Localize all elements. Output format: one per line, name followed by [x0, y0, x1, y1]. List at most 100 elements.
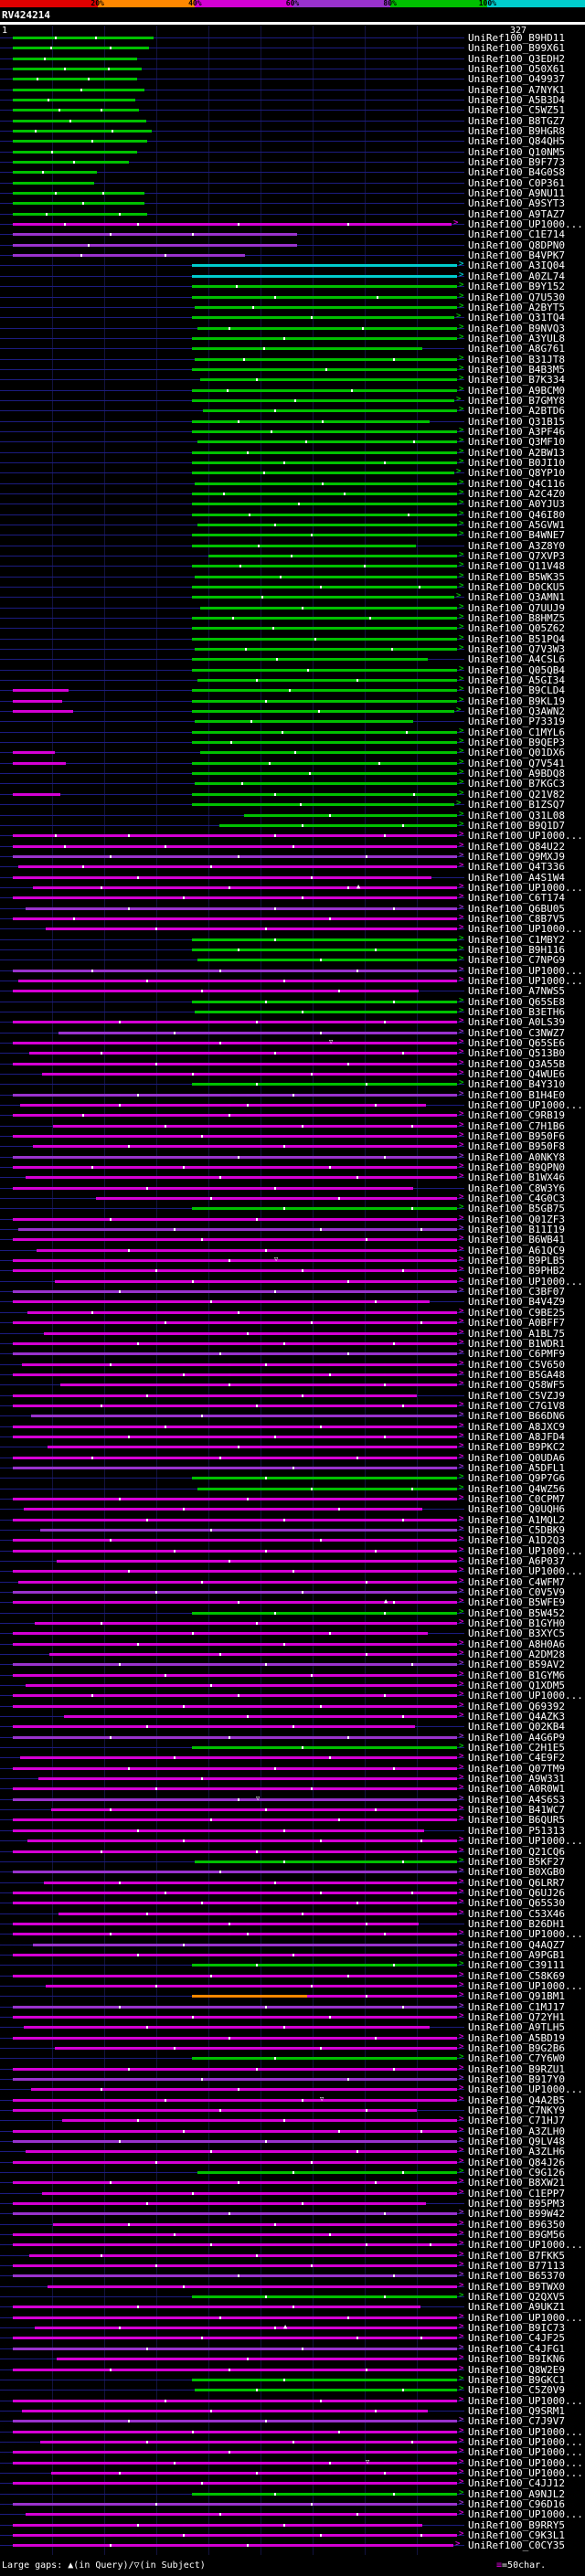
- gap-dot: [302, 1591, 303, 1594]
- gap-dot: [219, 1871, 221, 1874]
- hit-row: > UniRef100_B4WNE7: [0, 529, 585, 540]
- gridline: [156, 26, 157, 2555]
- hit-label: UniRef100_C4WFM7: [468, 1575, 565, 1588]
- gap-dot: [393, 1341, 395, 1345]
- hit-label: UniRef100_C7Y6W0: [468, 2052, 565, 2065]
- hit-row: > UniRef100_Q21CQ6: [0, 1845, 585, 1857]
- row-baseline: [0, 58, 464, 59]
- alignment-bar: [192, 565, 457, 568]
- hit-row: > UniRef100_B1GYM6: [0, 1670, 585, 1680]
- alignment-bar: [192, 2378, 457, 2381]
- alignment-bar: [22, 1362, 457, 1366]
- gap-dot: [146, 1912, 148, 1915]
- continuation-arrow-icon: >: [459, 2187, 464, 2197]
- hit-label: UniRef100_Q10NM5: [468, 145, 565, 158]
- gap-dot: [393, 1601, 395, 1605]
- gap-dot: [219, 2513, 221, 2517]
- continuation-arrow-icon: >: [459, 674, 464, 684]
- alignment-bar: [192, 741, 457, 745]
- gap-dot: [256, 1850, 258, 1853]
- gap-dot: [183, 896, 185, 900]
- gap-dot: [311, 1321, 313, 1325]
- gap-dot: [249, 513, 250, 516]
- continuation-arrow-icon: >: [459, 2094, 464, 2104]
- gap-dot: [356, 2513, 358, 2517]
- alignment-bar: [40, 2440, 457, 2443]
- alignment-bar: [64, 1715, 457, 1719]
- gap-dot: [384, 2471, 386, 2475]
- hit-row: > UniRef100_Q8W2E9: [0, 2364, 585, 2375]
- alignment-bar: [13, 1217, 457, 1221]
- hit-label: UniRef100_B7KGC3: [468, 778, 565, 790]
- gridline: [365, 26, 366, 2555]
- continuation-arrow-icon: >: [459, 1348, 464, 1358]
- continuation-arrow-icon: >: [459, 1088, 464, 1098]
- hit-row: > UniRef100_C9G126: [0, 2167, 585, 2178]
- hit-row: ▲ > UniRef100_UP1000...: [0, 882, 585, 893]
- continuation-arrow-icon: >: [459, 2041, 464, 2051]
- continuation-arrow-icon: >: [455, 2539, 461, 2549]
- hit-label: UniRef100_Q31L08: [468, 809, 565, 822]
- alignment-bar: [203, 409, 457, 413]
- gap-dot: [322, 482, 324, 485]
- alignment-bar: [192, 1083, 457, 1087]
- hit-label: UniRef100_A4CSL6: [468, 653, 565, 666]
- continuation-arrow-icon: >: [459, 2083, 464, 2094]
- hit-row: ▲ > UniRef100_B5WFE9: [0, 1596, 585, 1607]
- gap-dot: [256, 1622, 258, 1626]
- hit-label: UniRef100_B4Y310: [468, 1078, 565, 1091]
- gap-dot: [91, 140, 93, 143]
- alignment-bar: [35, 2327, 457, 2330]
- alignment-bar: [18, 979, 457, 982]
- continuation-arrow-icon: >: [459, 809, 464, 819]
- hit-row: UniRef100_B8TGZ7: [0, 116, 585, 126]
- gap-dot: [329, 2015, 331, 2019]
- continuation-arrow-icon: >: [459, 1845, 464, 1855]
- alignment-bar: [13, 1642, 457, 1646]
- gap-dot: [420, 1321, 422, 1325]
- continuation-arrow-icon: >: [459, 2136, 464, 2146]
- identity-color-key: 20% 40% 60% 80% 100%: [0, 0, 585, 7]
- hit-label: UniRef100_UP1000...: [468, 218, 583, 231]
- hit-row: > UniRef100_UP1000...: [0, 2426, 585, 2437]
- gap-dot: [238, 1797, 239, 1801]
- gap-dot: [283, 1145, 285, 1149]
- hit-label: UniRef100_C5WZ51: [468, 104, 565, 117]
- alignment-bar: [192, 316, 454, 320]
- hit-label: UniRef100_UP1000...: [468, 2456, 583, 2469]
- hit-label: UniRef100_B7FKK5: [468, 2249, 565, 2262]
- hit-row: UniRef100_Q84QH5: [0, 136, 585, 146]
- hit-label: UniRef100_C3BF07: [468, 1286, 565, 1299]
- alignment-bar: [40, 1528, 457, 1532]
- continuation-arrow-icon: >: [459, 1047, 464, 1057]
- row-baseline: [0, 141, 464, 143]
- gap-dot: [174, 1031, 176, 1034]
- continuation-arrow-icon: >: [459, 1420, 464, 1430]
- hit-row: > UniRef100_Q3AMN1: [0, 591, 585, 602]
- gap-dot: [305, 440, 307, 444]
- continuation-arrow-icon: >: [459, 737, 464, 747]
- gap-dot: [247, 1933, 249, 1936]
- row-baseline: [0, 182, 464, 184]
- hit-label: UniRef100_Q05Z62: [468, 622, 565, 635]
- hit-row: UniRef100_B4VPK7: [0, 250, 585, 260]
- hit-row: > UniRef100_Q9LV48: [0, 2136, 585, 2147]
- alignment-bar: [192, 617, 457, 620]
- hit-label: UniRef100_Q02KB4: [468, 1721, 565, 1733]
- gap-dot: [201, 2077, 203, 2081]
- large-gap-subject-icon: ▽: [256, 1794, 261, 1802]
- hit-row: ▽ > UniRef100_Q4A2B5: [0, 2094, 585, 2105]
- continuation-arrow-icon: >: [459, 2466, 464, 2476]
- hit-row: > UniRef100_C3NWZ7: [0, 1027, 585, 1038]
- hit-row: > UniRef100_A3IQ04: [0, 260, 585, 270]
- gap-dot: [338, 990, 340, 993]
- continuation-arrow-icon: >: [459, 1680, 464, 1690]
- alignment-bar: [195, 482, 457, 485]
- continuation-arrow-icon: >: [459, 1690, 464, 1700]
- alignment-bar: [13, 254, 245, 258]
- continuation-arrow-icon: >: [459, 2311, 464, 2321]
- continuation-arrow-icon: >: [459, 819, 464, 829]
- gap-dot: [229, 1559, 230, 1563]
- hit-label: UniRef100_B4B3M5: [468, 363, 565, 376]
- gap-dot: [283, 1518, 285, 1521]
